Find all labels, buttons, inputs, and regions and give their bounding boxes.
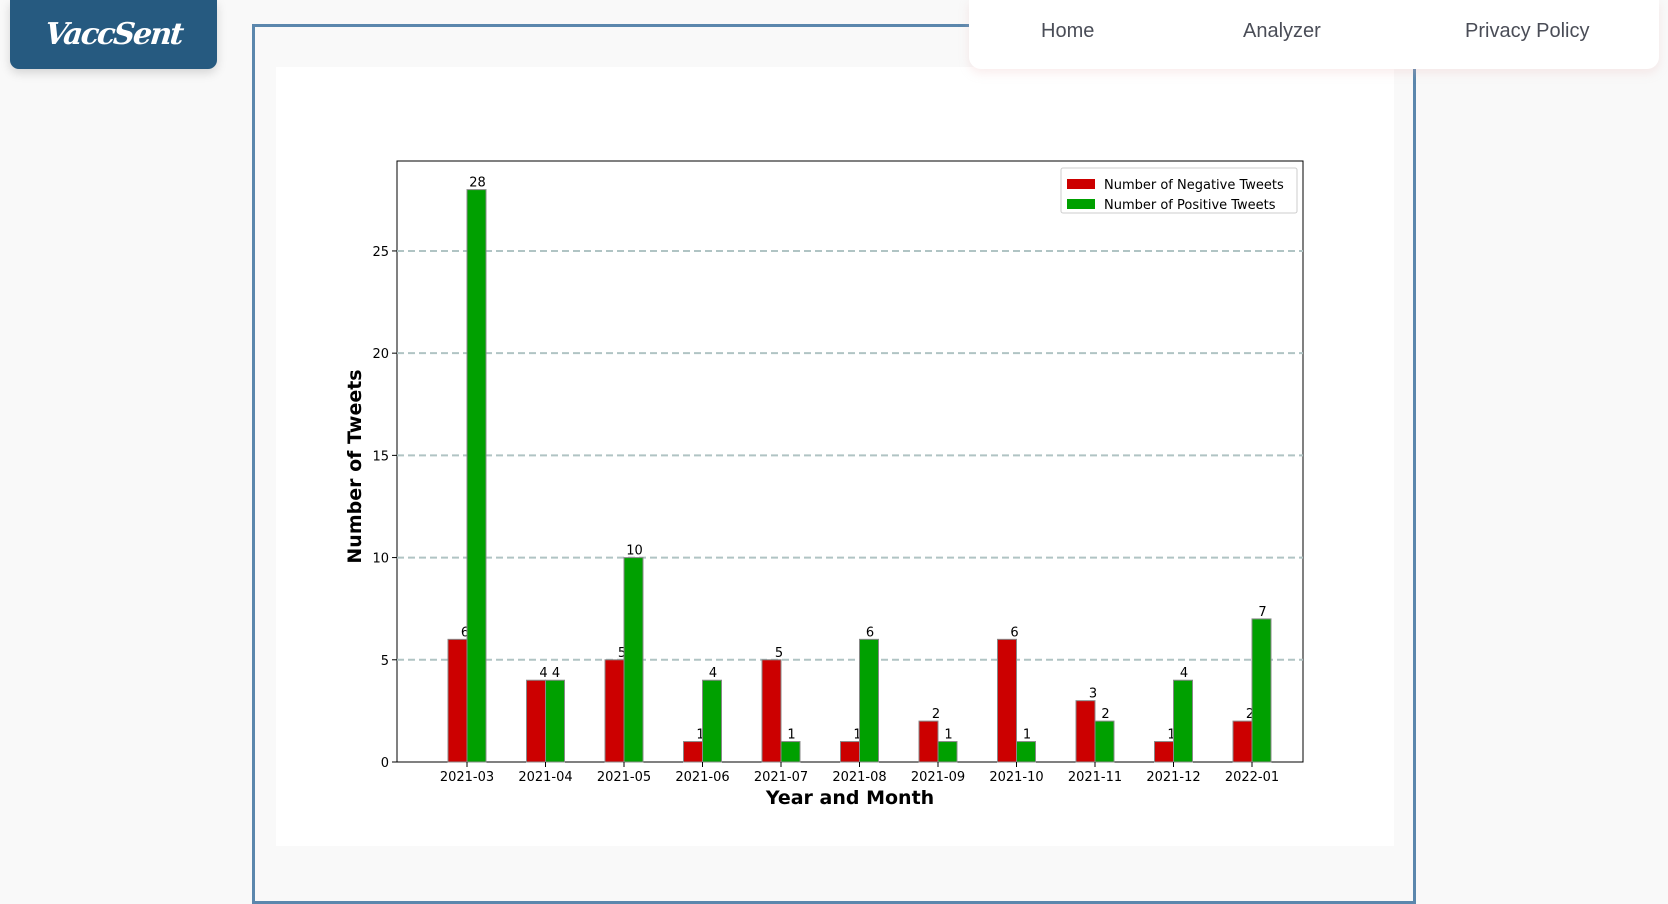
- legend-swatch-positive: [1067, 199, 1095, 209]
- data-label: 5: [618, 646, 626, 661]
- data-label: 1: [853, 728, 861, 743]
- data-label: 1: [696, 728, 704, 743]
- chart-card: 0 5 10 15 20 25 6 28 2021-03 4 4 2021-04 5 10 2021-05 1…: [276, 67, 1394, 846]
- legend-label-negative: Number of Negative Tweets: [1104, 178, 1284, 193]
- data-label: 6: [461, 625, 469, 640]
- data-label: 2: [1246, 707, 1254, 722]
- x-tick-label: 2021-07: [754, 770, 808, 785]
- data-label: 6: [1010, 625, 1018, 640]
- nav-home-link[interactable]: Home: [1041, 20, 1095, 42]
- positive-bar: [1173, 679, 1193, 763]
- data-label: 4: [539, 666, 547, 681]
- positive-bar: [1016, 741, 1036, 763]
- negative-bar: [761, 659, 782, 763]
- x-tick-label: 2021-03: [440, 770, 494, 785]
- x-tick-label: 2021-09: [911, 770, 965, 785]
- y-tick-label: 10: [372, 552, 389, 567]
- negative-bar: [604, 659, 625, 763]
- negative-bar: [683, 741, 703, 763]
- data-label: 3: [1089, 687, 1097, 702]
- data-label: 2: [932, 707, 940, 722]
- y-tick-label: 20: [372, 347, 389, 362]
- negative-bar: [1075, 700, 1096, 763]
- data-label: 5: [775, 646, 783, 661]
- negative-bar: [1154, 741, 1174, 763]
- positive-bar: [859, 638, 879, 763]
- x-tick-label: 2022-01: [1225, 770, 1279, 785]
- legend-swatch-negative: [1067, 179, 1095, 189]
- data-label: 4: [709, 666, 717, 681]
- nav-analyzer-link[interactable]: Analyzer: [1243, 20, 1321, 42]
- positive-bar: [1094, 720, 1115, 763]
- positive-bar: [702, 679, 722, 763]
- data-label: 7: [1258, 605, 1266, 620]
- positive-bar: [623, 557, 644, 763]
- negative-bar: [1232, 720, 1253, 763]
- negative-bar: [526, 679, 546, 763]
- data-label: 1: [787, 728, 795, 743]
- positive-bar: [466, 189, 487, 763]
- x-tick-label: 2021-08: [832, 770, 886, 785]
- data-label: 1: [1023, 728, 1031, 743]
- x-tick-label: 2021-10: [989, 770, 1043, 785]
- data-label: 1: [1167, 728, 1175, 743]
- brand-logo[interactable]: VaccSent: [10, 0, 217, 69]
- x-tick-label: 2021-05: [597, 770, 651, 785]
- data-label: 1: [944, 728, 952, 743]
- data-label: 28: [469, 176, 486, 191]
- top-nav: Home Analyzer Privacy Policy: [969, 0, 1659, 69]
- negative-bar: [918, 720, 939, 763]
- positive-bar: [545, 679, 565, 763]
- negative-bar: [997, 638, 1017, 763]
- x-axis-label: Year and Month: [765, 787, 934, 809]
- positive-bar: [937, 741, 958, 763]
- data-label: 10: [626, 544, 643, 559]
- y-tick-label: 25: [372, 245, 389, 260]
- x-tick-label: 2021-04: [518, 770, 572, 785]
- positive-bar: [780, 741, 801, 763]
- legend-label-positive: Number of Positive Tweets: [1104, 198, 1276, 213]
- y-tick-label: 5: [381, 654, 389, 669]
- x-tick-label: 2021-06: [675, 770, 729, 785]
- data-label: 2: [1101, 707, 1109, 722]
- x-tick-label: 2021-12: [1146, 770, 1200, 785]
- data-label: 6: [866, 625, 874, 640]
- legend-box: [1060, 167, 1298, 214]
- x-tick-label: 2021-11: [1068, 770, 1122, 785]
- y-axis-label: Number of Tweets: [344, 369, 366, 563]
- negative-bar: [840, 741, 860, 763]
- data-label: 4: [552, 666, 560, 681]
- y-tick-label: 0: [381, 756, 389, 771]
- positive-bar: [1251, 618, 1272, 763]
- data-label: 4: [1180, 666, 1188, 681]
- negative-bar: [447, 638, 468, 763]
- y-tick-label: 15: [372, 449, 389, 464]
- brand-name: VaccSent: [43, 17, 184, 52]
- nav-privacy-link[interactable]: Privacy Policy: [1465, 20, 1590, 42]
